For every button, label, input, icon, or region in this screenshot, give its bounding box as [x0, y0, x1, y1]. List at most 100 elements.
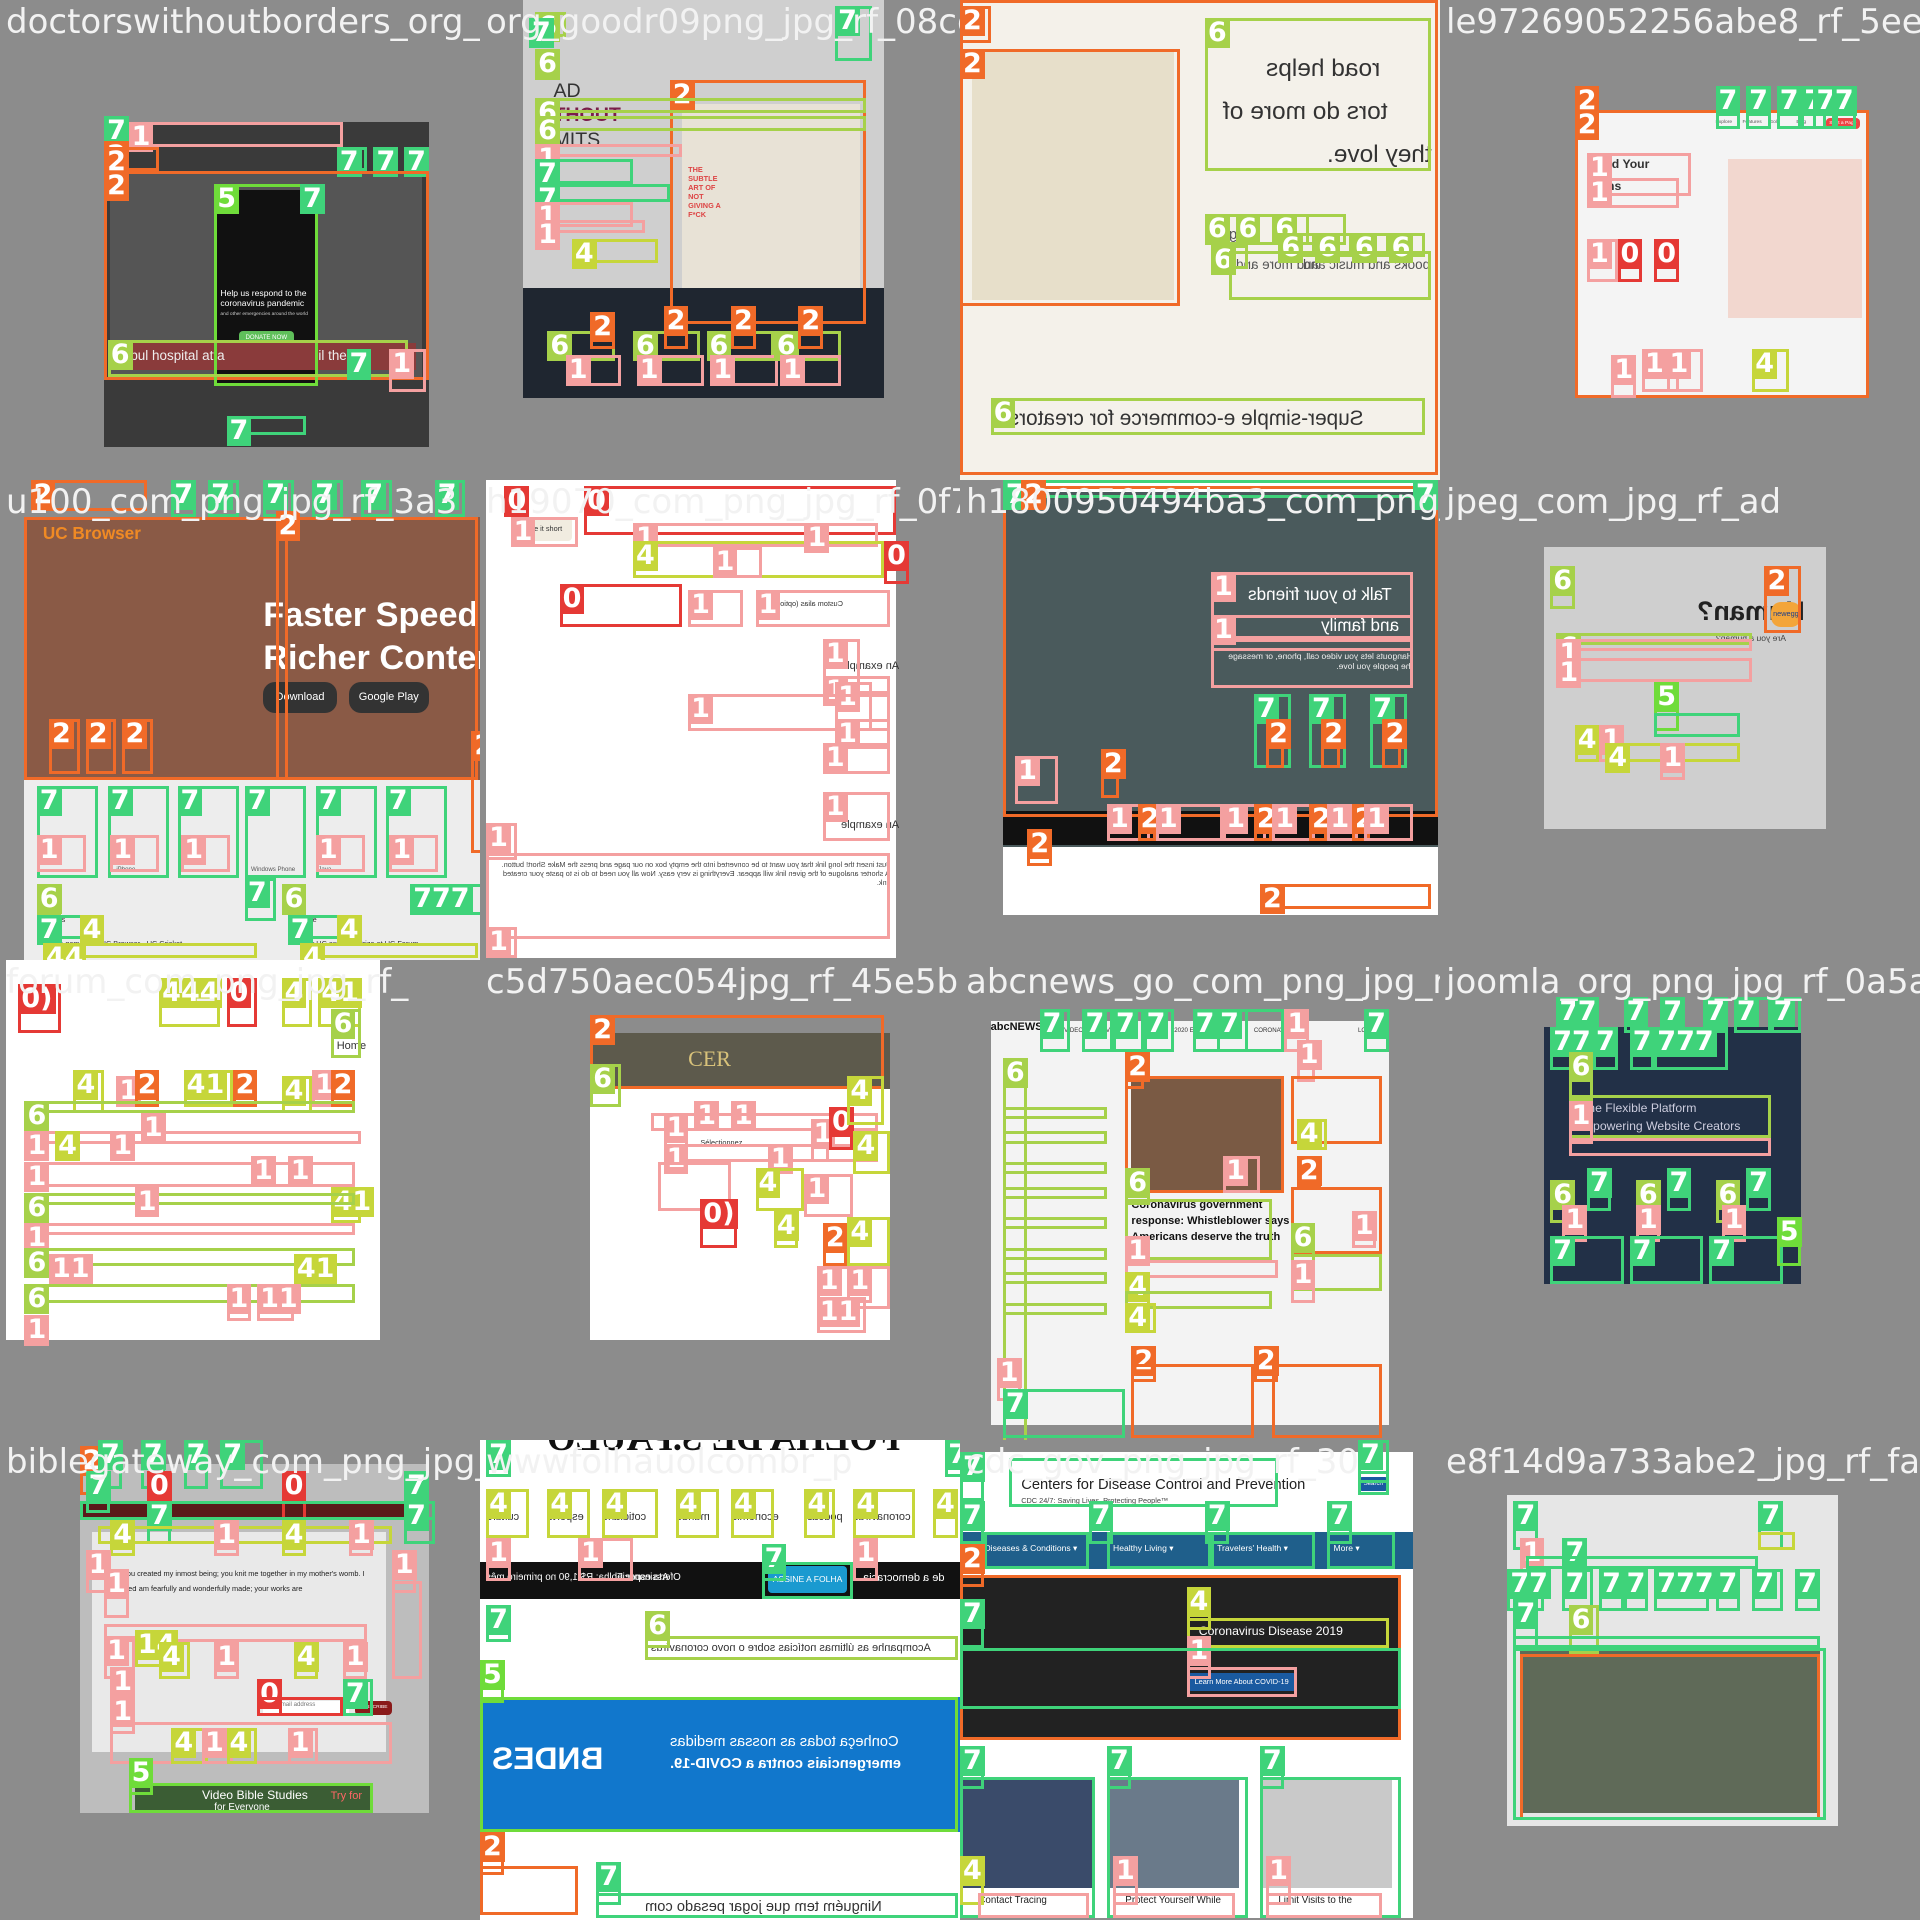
annotation-tag: 6 [24, 1247, 50, 1278]
annotation-box [960, 0, 1438, 476]
annotation-tag: 6 [1290, 1223, 1316, 1254]
annotation-tag: 2 [731, 306, 756, 337]
annotation-box [761, 1562, 854, 1600]
annotation-tag: 2 [1260, 884, 1285, 915]
annotation-box [24, 516, 478, 780]
annotation-tag: 7 [226, 416, 252, 447]
nav-item[interactable]: Diseases & Conditions ▾ [984, 1542, 1078, 1553]
annotation-tag: 7 [1629, 1235, 1655, 1266]
header-banner [590, 1033, 891, 1089]
annotation-box [391, 1580, 423, 1679]
annotation-tag: 1 [85, 1550, 111, 1581]
tile-9: CER Sélectionnez 2 6 1 1 1 1 1 1 0 4 4 4 1 0) 4 2 4 1 1 11 c5d… [480, 960, 960, 1440]
start-page-button[interactable]: Start a Page [1825, 117, 1860, 129]
annotation-tag: 6 [107, 340, 133, 371]
annotation-tag: 4 [293, 1642, 319, 1673]
hero-headline-2: THOUT [553, 104, 621, 127]
annotation-tag: 44 [42, 942, 87, 960]
annotation-box [978, 1893, 1089, 1918]
annotation-tag: 4 [110, 1519, 135, 1550]
annotation-tag: 2 [330, 1070, 356, 1101]
annotation-tag: 7 [1513, 1599, 1539, 1630]
annotation-tag: 7 [1113, 1008, 1138, 1039]
annotation-tag: 1 [104, 1635, 129, 1666]
annotation-box [1186, 1666, 1297, 1698]
annotation-box [1556, 657, 1753, 683]
annotation-tag: 7 [1088, 1501, 1114, 1532]
annotation-tag: 1 [535, 220, 560, 251]
annotation-tag: 4 [853, 1488, 879, 1519]
annotation-tag: 2 [48, 718, 74, 749]
annotation-tag: 4 [1296, 1119, 1322, 1150]
annotation-tag: 1 [996, 1357, 1022, 1388]
nav-link[interactable]: CORONAVIRUS [1253, 1027, 1299, 1035]
annotation-tag: 2 [1253, 1345, 1279, 1376]
annotation-box [1654, 712, 1740, 738]
annotation-tag: 7 [312, 480, 338, 510]
annotation-tag: 2 [663, 306, 689, 337]
annotation-box [1229, 251, 1432, 300]
annotation-box [1131, 1364, 1254, 1438]
annotation-tag: 4 [1752, 348, 1778, 379]
annotation-tag: 7 [486, 1440, 511, 1470]
tile-4: UC Browser Faster Speed Richer Content Down… [0, 480, 480, 960]
annotation-tag: 7 [346, 348, 372, 379]
nav-link[interactable]: Features [1742, 119, 1762, 125]
annotation-tag: 41 [183, 1070, 228, 1101]
annotation-box [1002, 1106, 1107, 1120]
nav-item[interactable]: Healthy Living ▾ [1113, 1542, 1174, 1553]
nav-link[interactable]: Gold [1769, 119, 1780, 125]
annotation-tag: 7 [596, 1862, 622, 1893]
annotation-tag: 1 [140, 1113, 166, 1144]
annotation-box [128, 122, 343, 147]
annotation-box [1002, 1162, 1107, 1175]
annotation-tag: 1 [1660, 743, 1686, 774]
ticker-bar [480, 1562, 960, 1600]
annotation-tag: 0 [146, 1470, 172, 1501]
annotation-tag: 7 [107, 786, 133, 817]
annotation-tag: 1 [36, 835, 62, 866]
annotation-tag: 2 [1021, 480, 1047, 510]
nav-link[interactable]: Explore [1715, 119, 1733, 125]
annotation-tag: 7 [1002, 1388, 1028, 1419]
banner-text: Kabul hospital atta [113, 347, 225, 363]
annotation-tag: 4 [675, 1488, 701, 1519]
annotation-tag: 7 [1260, 1746, 1285, 1777]
verse-line-3: I am fearfully and wonderfully made; you… [134, 1584, 303, 1594]
annotation-tag: 6 [1278, 232, 1304, 263]
illustration [1727, 159, 1863, 319]
annotation-tag: 6 [1568, 1051, 1594, 1082]
learn-more-button[interactable]: Learn More About COVID-19 [1186, 1672, 1297, 1691]
annotation-tag: 2 [1027, 828, 1053, 859]
annotation-tag: 1 [1666, 348, 1692, 379]
annotation-box [1513, 1648, 1826, 1820]
annotation-tag: 7 [1192, 1008, 1218, 1039]
annotation-tag: 1 [1284, 1008, 1310, 1039]
nav-item[interactable]: Travelers' Health ▾ [1217, 1542, 1288, 1553]
download-button[interactable]: Download [263, 682, 337, 713]
newegg-logo: newegg [1770, 602, 1802, 627]
annotation-box [1125, 1290, 1273, 1309]
annotation-tag: 444 [159, 978, 222, 1009]
nav-link[interactable]: VIDEO [1064, 1027, 1084, 1035]
tile-12: For you created my inmost being; you kni… [0, 1440, 480, 1920]
annotation-tag: 1 [181, 835, 207, 866]
annotation-box [1327, 1531, 1395, 1569]
annotation-box [315, 786, 378, 878]
annotation-tag: 1 [688, 590, 713, 621]
annotation-tag: 6 [36, 884, 62, 915]
screenshot-13: FOLHA DE S.PAULOculturaesportecotidianom… [480, 1440, 960, 1920]
nav-item[interactable]: More ▾ [1333, 1542, 1360, 1553]
card-title: Contact Tracing [978, 1895, 1047, 1907]
google-play-button[interactable]: Google Play [348, 682, 429, 713]
annotation-tag: 1 [1272, 804, 1298, 835]
email-input[interactable]: Your email address [263, 1700, 349, 1716]
nav-link[interactable]: LIVE [1100, 1027, 1115, 1035]
annotation-tag: 2 [134, 1070, 160, 1101]
annotation-box [480, 1866, 578, 1916]
annotation-tag: 7 [960, 1452, 985, 1483]
annotation-box [1125, 1198, 1273, 1260]
annotation-box [1513, 1635, 1820, 1649]
annotation-tag: 7 [1574, 996, 1600, 1027]
annotation-tag: 7 [1715, 1568, 1741, 1599]
